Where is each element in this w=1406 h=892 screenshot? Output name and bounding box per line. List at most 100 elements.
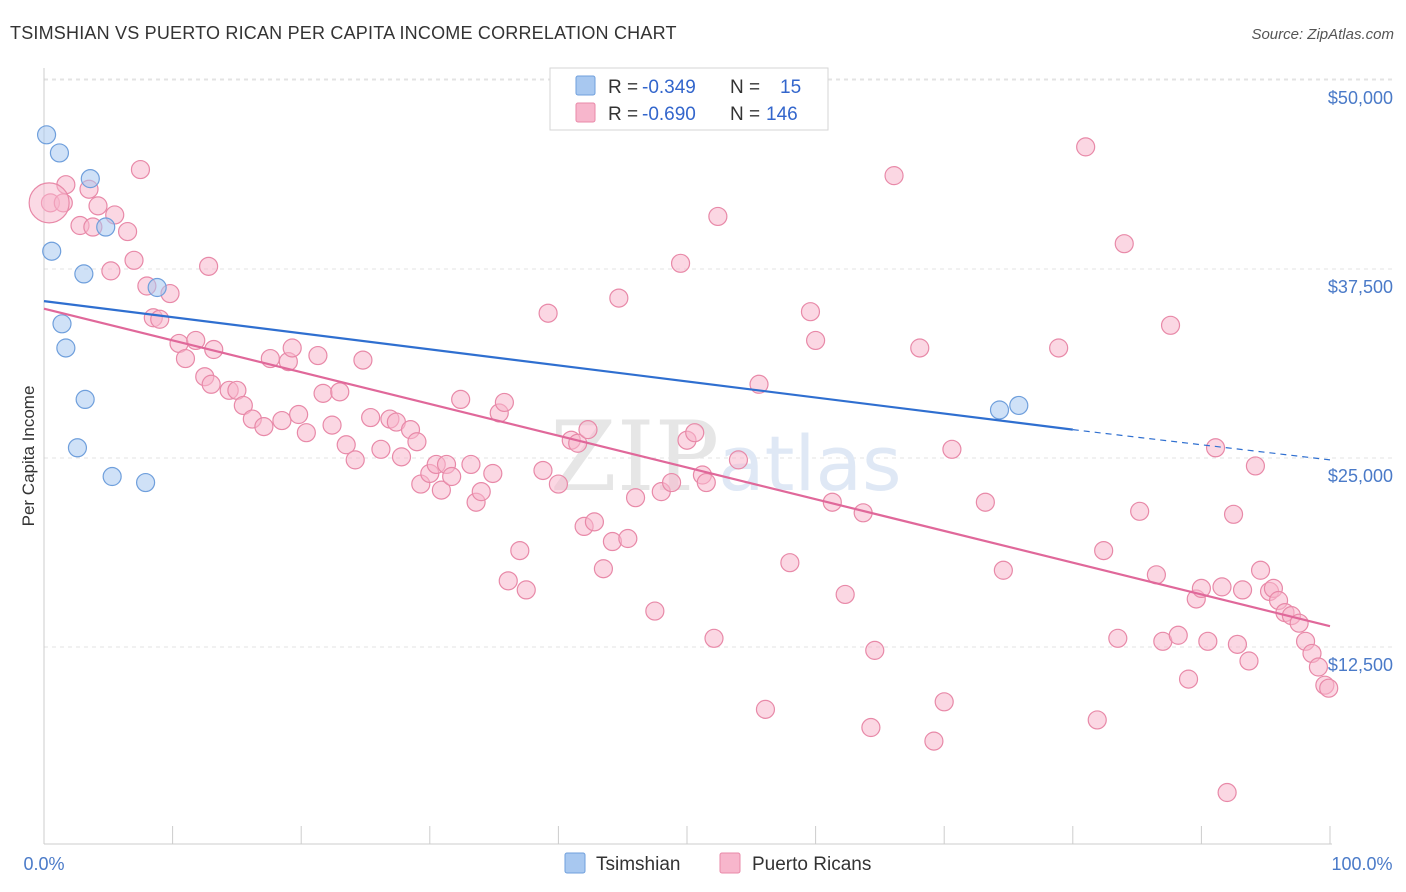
puerto-ricans-point-71 — [584, 512, 605, 532]
puerto-ricans-point-91 — [800, 302, 821, 322]
legend-n-label-puerto-ricans: N = — [730, 104, 760, 125]
puerto-ricans-point-89 — [755, 699, 776, 719]
puerto-ricans-point-72 — [593, 559, 614, 579]
legend-n-value-puerto-ricans: 146 — [766, 104, 798, 125]
tsimshian-point-10 — [67, 438, 88, 458]
puerto-ricans-point-105 — [1049, 338, 1069, 358]
tsimshian-point-9 — [75, 389, 95, 409]
puerto-ricans-trend-line — [43, 307, 1331, 628]
puerto-ricans-point-136 — [1308, 657, 1329, 677]
puerto-ricans-point-114 — [1160, 315, 1181, 335]
x-axis-minor-ticks — [172, 826, 1331, 844]
tsimshian-point-2 — [80, 169, 100, 189]
puerto-ricans-point-115 — [1168, 625, 1188, 645]
grid-lines — [44, 78, 1392, 648]
puerto-ricans-point-99 — [910, 338, 930, 358]
puerto-ricans-point-76 — [625, 488, 646, 508]
puerto-ricans-point-122 — [1217, 782, 1237, 803]
stats-legend: R = -0.349 N = 15 R = -0.690 N = 146 — [549, 67, 829, 131]
tsimshian-point-8 — [56, 338, 76, 358]
watermark: ZIP atlas — [550, 401, 902, 513]
puerto-ricans-point-45 — [391, 447, 412, 467]
series-legend-swatch-tsimshian — [564, 852, 586, 874]
legend-swatch-puerto-ricans — [575, 102, 596, 123]
puerto-ricans-point-54 — [451, 389, 471, 409]
legend-swatch-tsimshian — [575, 75, 596, 96]
puerto-ricans-point-126 — [1245, 456, 1266, 476]
puerto-ricans-point-94 — [835, 584, 855, 605]
puerto-ricans-point-98 — [884, 166, 904, 186]
legend-r-value-tsimshian: -0.349 — [642, 77, 696, 98]
stats-legend-box — [549, 67, 829, 131]
legend-r-label-puerto-ricans: R = — [608, 104, 638, 125]
tsimshian-point-4 — [74, 264, 94, 284]
puerto-ricans-point-57 — [471, 482, 491, 502]
puerto-ricans-point-108 — [1094, 540, 1114, 561]
puerto-ricans-point-6 — [88, 196, 108, 216]
puerto-ricans-point-79 — [661, 472, 682, 493]
puerto-ricans-point-34 — [308, 345, 328, 366]
puerto-ricans-point-51 — [431, 480, 451, 500]
y-tick-label-50000: $50,000 — [1328, 88, 1393, 108]
puerto-ricans-point-20 — [175, 348, 196, 369]
puerto-ricans-point-47 — [407, 432, 427, 452]
puerto-ricans-point-121 — [1212, 577, 1232, 597]
puerto-ricans-point-96 — [861, 717, 881, 738]
tsimshian-point-6 — [147, 277, 167, 298]
y-tick-label-37500: $37,500 — [1328, 277, 1393, 297]
puerto-ricans-point-62 — [510, 540, 530, 561]
puerto-ricans-point-123 — [1223, 504, 1244, 524]
puerto-ricans-point-77 — [645, 601, 665, 621]
puerto-ricans-point-9 — [117, 221, 138, 242]
puerto-ricans-point-127 — [1250, 560, 1271, 580]
puerto-ricans-point-102 — [942, 439, 962, 459]
puerto-ricans-point-103 — [975, 492, 995, 512]
y-tick-label-25000: $25,000 — [1328, 466, 1393, 486]
puerto-ricans-point-87 — [728, 450, 749, 470]
tsimshian-point-13 — [989, 400, 1010, 420]
puerto-ricans-point-31 — [282, 338, 302, 358]
puerto-ricans-point-38 — [336, 435, 356, 455]
puerto-ricans-points — [28, 137, 1339, 803]
puerto-ricans-point-120 — [1205, 438, 1226, 458]
puerto-ricans-point-74 — [609, 288, 629, 308]
puerto-ricans-point-10 — [124, 250, 144, 270]
chart-source: Source: ZipAtlas.com — [1251, 26, 1394, 43]
tsimshian-point-12 — [135, 472, 156, 493]
tsimshian-point-0 — [36, 125, 57, 145]
tsimshian-trend-extension — [1072, 429, 1331, 461]
puerto-ricans-point-41 — [361, 407, 381, 428]
series-legend: Tsimshian Puerto Ricans — [564, 852, 871, 875]
y-tick-labels: $12,500 $25,000 $37,500 $50,000 — [1328, 88, 1393, 675]
puerto-ricans-point-33 — [296, 423, 316, 443]
x-tick-label-min: 0.0% — [23, 854, 64, 874]
puerto-ricans-point-65 — [538, 303, 558, 323]
puerto-ricans-point-85 — [704, 628, 724, 648]
puerto-ricans-point-36 — [322, 415, 342, 435]
puerto-ricans-point-92 — [805, 330, 826, 351]
puerto-ricans-point-32 — [289, 404, 309, 425]
puerto-ricans-point-64 — [533, 460, 553, 481]
puerto-ricans-point-111 — [1130, 501, 1150, 521]
legend-r-label-tsimshian: R = — [608, 77, 638, 98]
x-tick-label-max: 100.0% — [1331, 854, 1392, 874]
y-axis-label: Per Capita Income — [19, 386, 38, 527]
puerto-ricans-point-124 — [1232, 580, 1253, 600]
puerto-ricans-point-109 — [1108, 628, 1128, 648]
puerto-ricans-point-60 — [494, 392, 514, 413]
chart-title: TSIMSHIAN VS PUERTO RICAN PER CAPITA INC… — [10, 23, 677, 43]
series-legend-label-puerto-ricans: Puerto Ricans — [752, 854, 871, 875]
legend-n-label-tsimshian: N = — [730, 77, 760, 98]
puerto-ricans-point-75 — [618, 528, 638, 549]
tsimshian-points — [36, 125, 1029, 493]
puerto-ricans-point-82 — [685, 423, 705, 443]
puerto-ricans-point-16 — [150, 309, 170, 329]
puerto-ricans-point-139 — [1227, 634, 1248, 654]
puerto-ricans-point-73 — [602, 531, 623, 552]
puerto-ricans-point-27 — [254, 417, 274, 437]
puerto-ricans-point-42 — [371, 439, 391, 459]
legend-n-value-tsimshian: 15 — [780, 77, 801, 98]
puerto-ricans-point-35 — [313, 383, 333, 403]
puerto-ricans-point-5 — [130, 159, 151, 180]
